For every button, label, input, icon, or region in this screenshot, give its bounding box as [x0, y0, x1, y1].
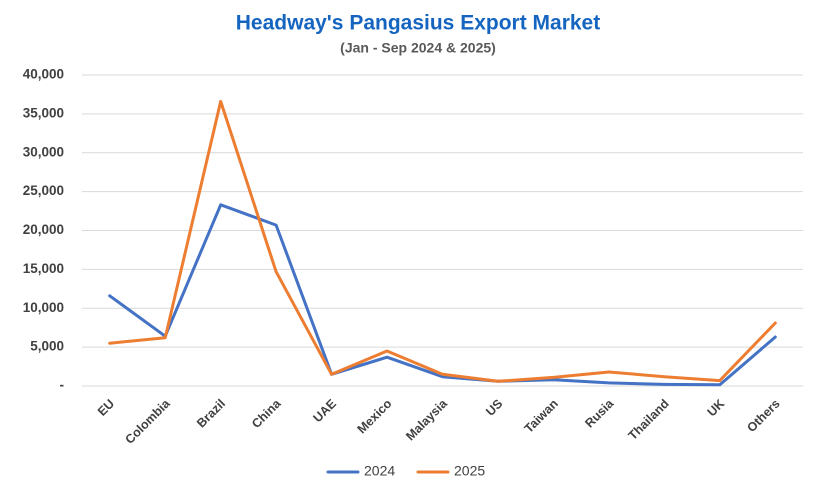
line-series — [108, 203, 777, 387]
y-tick-label: 30,000 — [23, 144, 64, 159]
x-tick-label: US — [483, 397, 505, 419]
x-tick-label: Mexico — [355, 396, 395, 436]
legend-label: 2024 — [364, 463, 395, 479]
y-tick-label: 40,000 — [23, 67, 64, 82]
y-tick-label: 35,000 — [23, 105, 64, 120]
x-tick-label: Taiwan — [522, 397, 561, 436]
legend-label: 2025 — [454, 463, 485, 479]
x-tick-label: Colombia — [122, 396, 173, 447]
chart-title: Headway's Pangasius Export Market — [236, 12, 600, 35]
y-tick-label: 25,000 — [23, 183, 64, 198]
y-tick-label: 15,000 — [23, 261, 64, 276]
x-tick-label: Thailand — [626, 397, 672, 443]
x-tick-label: China — [249, 396, 284, 431]
y-tick-label: 5,000 — [30, 339, 64, 354]
x-tick-label: Brazil — [194, 397, 228, 431]
y-tick-label: 10,000 — [23, 300, 64, 315]
x-tick-label: EU — [95, 397, 117, 419]
chart-subtitle: (Jan - Sep 2024 & 2025) — [340, 40, 496, 56]
line-series — [108, 99, 777, 383]
x-tick-label: UK — [705, 397, 728, 420]
y-tick-label: - — [60, 378, 65, 393]
x-tick-label: UAE — [310, 397, 339, 426]
x-tick-label: Others — [744, 397, 782, 435]
y-tick-label: 20,000 — [23, 222, 64, 237]
x-tick-label: Malaysia — [403, 396, 450, 443]
x-tick-label: Rusia — [582, 396, 617, 431]
